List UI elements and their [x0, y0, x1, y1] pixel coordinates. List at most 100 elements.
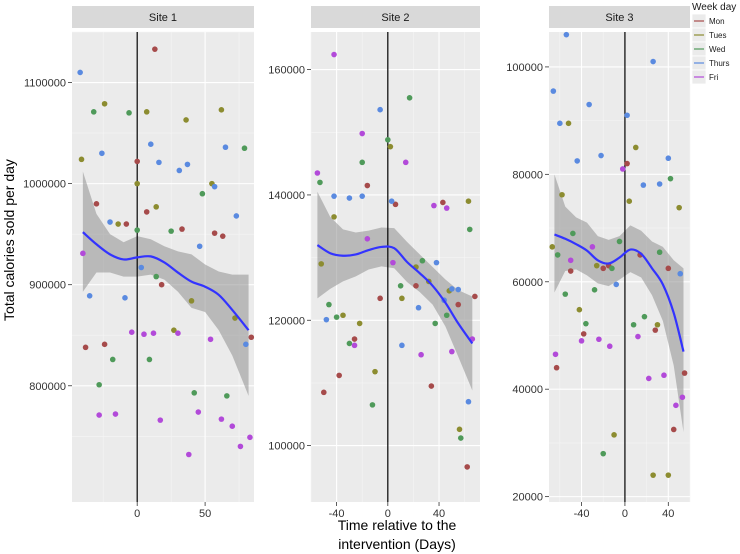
data-point-thurs [598, 152, 604, 159]
data-point-thurs [415, 304, 422, 311]
y-tick-label: 80000 [512, 169, 543, 181]
legend-entry-wed: Wed [691, 41, 725, 57]
data-point-tues [559, 191, 565, 198]
data-point-tues [665, 472, 672, 478]
data-point-wed [385, 136, 391, 143]
data-point-thurs [184, 161, 191, 168]
y-tick-label: 1100000 [24, 78, 66, 90]
data-point-wed [346, 340, 353, 347]
data-point-mon [101, 341, 108, 348]
data-point-mon [624, 160, 630, 167]
data-point-fri [619, 166, 626, 172]
data-point-fri [80, 250, 86, 257]
data-point-wed [397, 283, 404, 289]
data-point-mon [321, 389, 327, 396]
y-tick-label: 20000 [512, 492, 543, 504]
x-tick-label: -40 [329, 508, 345, 520]
data-point-fri [314, 170, 321, 176]
data-point-thurs [176, 167, 183, 174]
facet-strip [549, 6, 690, 28]
data-point-wed [109, 356, 116, 363]
x-tick-label: -40 [574, 508, 590, 520]
data-point-mon [248, 334, 255, 341]
data-point-fri [596, 336, 602, 343]
data-point-thurs [449, 286, 455, 292]
data-point-mon [82, 344, 89, 351]
data-point-wed [570, 230, 576, 237]
data-point-thurs [233, 213, 240, 219]
data-point-fri [645, 375, 652, 382]
data-point-wed [153, 273, 160, 280]
data-point-fri [96, 412, 102, 418]
data-point-fri [589, 244, 596, 250]
smoothed-trend-line [316, 244, 474, 345]
data-point-mon [652, 327, 659, 333]
data-point-thurs [550, 88, 557, 94]
data-point-fri [679, 394, 686, 401]
legend-title: Week day [692, 2, 736, 13]
legend-label: Thurs [709, 59, 729, 68]
legend-label: Tues [709, 31, 727, 40]
data-point-wed [333, 314, 340, 320]
data-point-fri [331, 51, 337, 58]
legend-label: Mon [709, 17, 725, 26]
data-point-fri [443, 205, 450, 211]
data-point-thurs [323, 316, 330, 323]
data-point-fri [128, 329, 135, 335]
data-point-mon [152, 46, 158, 52]
data-point-mon [567, 268, 574, 274]
data-point-mon [377, 295, 383, 302]
data-point-thurs [677, 270, 684, 277]
data-point-mon [553, 364, 560, 371]
data-point-fri [567, 257, 574, 264]
data-point-wed [406, 95, 413, 101]
data-point-tues [115, 221, 121, 227]
data-point-thurs [640, 182, 647, 188]
y-tick-label: 60000 [512, 277, 543, 289]
data-point-tues [101, 100, 108, 107]
facet-strip-title: Site 1 [149, 12, 177, 24]
data-point-mon [665, 265, 672, 272]
data-point-thurs [99, 150, 105, 157]
data-point-tues [565, 120, 572, 127]
data-point-thurs [331, 193, 337, 199]
data-point-thurs [665, 155, 672, 162]
data-point-thurs [563, 31, 570, 38]
data-point-mon [464, 464, 470, 470]
data-point-wed [96, 381, 102, 388]
data-point-mon [351, 336, 358, 342]
data-point-tues [356, 320, 363, 327]
x-axis-title-line-1: Time relative to the [338, 517, 457, 533]
data-point-fri [431, 202, 437, 209]
data-point-tues [399, 295, 405, 302]
data-point-tues [318, 261, 325, 267]
data-point-fri [218, 416, 225, 422]
y-tick-label: 140000 [268, 190, 305, 202]
data-point-tues [171, 327, 177, 333]
data-point-thurs [557, 120, 563, 127]
data-point-thurs [359, 193, 366, 199]
data-point-tues [183, 117, 189, 123]
data-point-wed [90, 109, 97, 115]
data-point-mon [364, 182, 371, 189]
data-point-wed [641, 313, 648, 320]
data-point-tues [611, 432, 617, 438]
data-point-fri [364, 236, 371, 242]
data-point-tues [650, 472, 656, 478]
data-point-mon [670, 426, 677, 433]
data-point-wed [191, 390, 198, 396]
data-point-fri [186, 451, 192, 458]
legend-label: Wed [709, 45, 725, 54]
legend-entry-mon: Mon [691, 13, 725, 29]
data-point-tues [134, 180, 140, 187]
y-tick-label: 120000 [268, 315, 305, 327]
data-point-tues [78, 156, 85, 163]
data-point-fri [390, 259, 396, 266]
data-point-wed [224, 393, 230, 399]
data-point-fri [418, 351, 424, 358]
data-point-thurs [399, 342, 405, 349]
data-point-fri [449, 348, 455, 355]
data-point-tues [456, 426, 463, 433]
data-point-tues [626, 198, 633, 204]
data-point-fri [112, 411, 119, 417]
